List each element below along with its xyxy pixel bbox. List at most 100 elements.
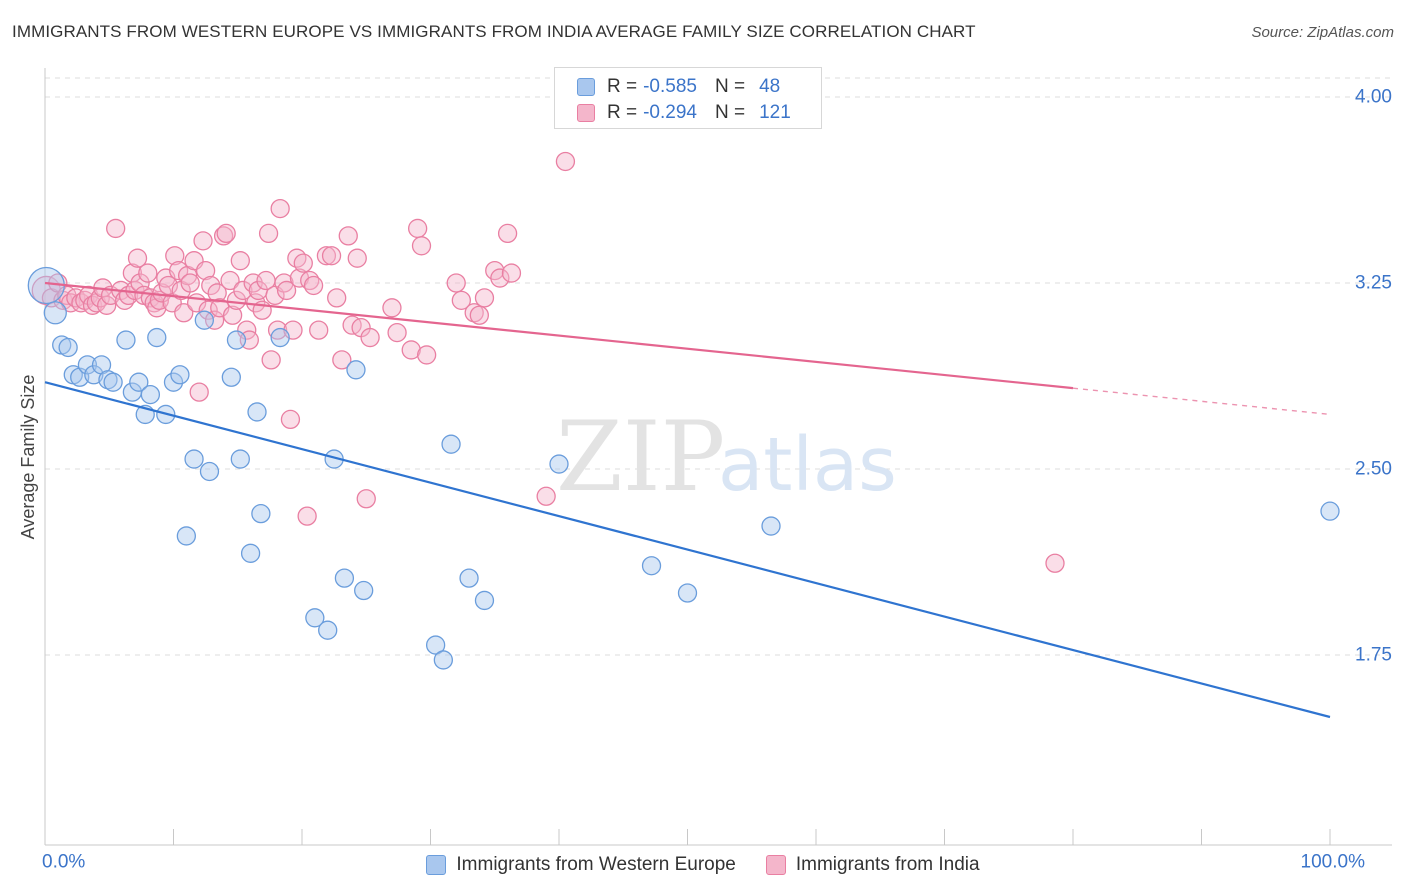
y-tick-label: 4.00 — [1355, 87, 1392, 108]
point-western-europe — [474, 590, 495, 611]
watermark-zip: ZIP — [556, 401, 725, 513]
point-india — [327, 288, 347, 308]
stats-row-western-europe: R = -0.585 N = 48 — [577, 75, 780, 99]
point-western-europe — [226, 330, 247, 350]
point-western-europe — [147, 327, 167, 348]
y-tick-label: 3.25 — [1355, 273, 1392, 294]
point-india — [356, 489, 376, 509]
point-india — [267, 320, 288, 340]
grid-lines — [45, 77, 1392, 656]
point-india — [189, 382, 209, 402]
point-western-europe — [305, 608, 325, 628]
point-western-europe — [176, 526, 197, 546]
point-western-europe — [194, 310, 214, 330]
point-western-europe — [170, 365, 190, 385]
point-india — [258, 223, 279, 244]
point-western-europe — [425, 635, 446, 655]
point-western-europe — [346, 360, 366, 380]
point-india — [490, 268, 510, 288]
legend-item-india: Immigrants from India — [765, 854, 980, 876]
point-western-europe — [761, 516, 781, 536]
point-india — [174, 303, 194, 323]
point-india — [411, 236, 432, 256]
point-western-europe — [240, 543, 261, 563]
point-india — [97, 295, 117, 315]
series-legend: Immigrants from Western Europe Immigrant… — [0, 852, 1406, 878]
point-india — [451, 290, 471, 311]
point-india — [222, 305, 243, 325]
point-western-europe — [116, 330, 136, 350]
point-india — [446, 273, 466, 293]
point-india — [230, 251, 250, 271]
point-india — [360, 327, 380, 348]
point-india — [220, 270, 240, 291]
point-india — [338, 226, 358, 246]
point-western-europe — [354, 580, 374, 601]
x-tick-label: 0.0% — [42, 852, 85, 873]
point-india — [106, 218, 126, 239]
point-india — [469, 305, 489, 325]
stat-n-value: 121 — [759, 102, 791, 123]
point-western-europe — [251, 503, 271, 524]
legend-item-western-europe: Immigrants from Western Europe — [426, 854, 736, 876]
point-western-europe — [163, 372, 184, 392]
legend-swatch-pink — [765, 855, 786, 875]
point-western-europe — [334, 568, 355, 588]
tick-labels: 1.75 2.50 3.25 4.00 0.0% 100.0% — [42, 87, 1392, 873]
stat-r-label: R = — [607, 76, 638, 97]
point-western-europe — [247, 402, 267, 422]
point-india — [293, 253, 313, 273]
point-western-europe — [230, 449, 250, 469]
point-india — [127, 248, 148, 268]
point-india — [297, 506, 317, 526]
point-india — [287, 248, 307, 268]
point-india — [261, 350, 281, 370]
trend-line-india-extension — [1072, 387, 1331, 416]
point-india — [401, 340, 421, 360]
point-india — [316, 246, 337, 266]
point-western-europe — [318, 620, 338, 640]
point-india — [501, 263, 522, 283]
point-western-europe — [103, 372, 123, 392]
point-india — [198, 300, 218, 320]
stats-legend: R = -0.585 N = 48 R = -0.294 N = 121 — [554, 67, 822, 129]
point-western-europe — [221, 367, 241, 387]
point-india — [407, 218, 428, 239]
point-western-europe — [459, 568, 479, 588]
point-western-europe — [58, 337, 78, 358]
point-india — [347, 248, 367, 268]
point-western-europe — [184, 449, 204, 469]
point-india — [280, 409, 301, 430]
legend-label: Immigrants from Western Europe — [456, 854, 736, 875]
point-india — [555, 151, 576, 172]
series-india-points — [31, 151, 1065, 573]
point-india — [226, 290, 247, 311]
point-western-europe — [129, 372, 149, 392]
point-western-europe — [77, 355, 98, 375]
point-western-europe — [270, 327, 290, 348]
point-western-europe — [549, 454, 569, 474]
point-western-europe — [43, 301, 67, 325]
point-india — [387, 322, 407, 343]
point-western-europe — [677, 583, 698, 603]
point-western-europe — [441, 434, 461, 454]
legend-label: Immigrants from India — [795, 854, 980, 875]
point-india — [207, 283, 227, 303]
point-india — [147, 298, 167, 318]
stats-row-india: R = -0.294 N = 121 — [577, 101, 791, 125]
y-tick-label: 2.50 — [1355, 459, 1392, 480]
point-india — [233, 280, 253, 301]
stat-r-value: -0.294 — [643, 102, 697, 123]
point-india — [332, 350, 352, 370]
legend-swatch-blue — [426, 855, 447, 875]
y-axis-label: Average Family Size — [18, 375, 38, 540]
trend-line-india — [44, 281, 1074, 390]
stat-n-label: N = — [714, 102, 746, 123]
point-india — [193, 231, 213, 251]
point-western-europe — [1320, 501, 1340, 521]
point-india — [204, 310, 225, 330]
point-india — [497, 223, 518, 244]
point-india — [309, 320, 329, 340]
chart-source: Source: ZipAtlas.com — [1251, 24, 1394, 41]
